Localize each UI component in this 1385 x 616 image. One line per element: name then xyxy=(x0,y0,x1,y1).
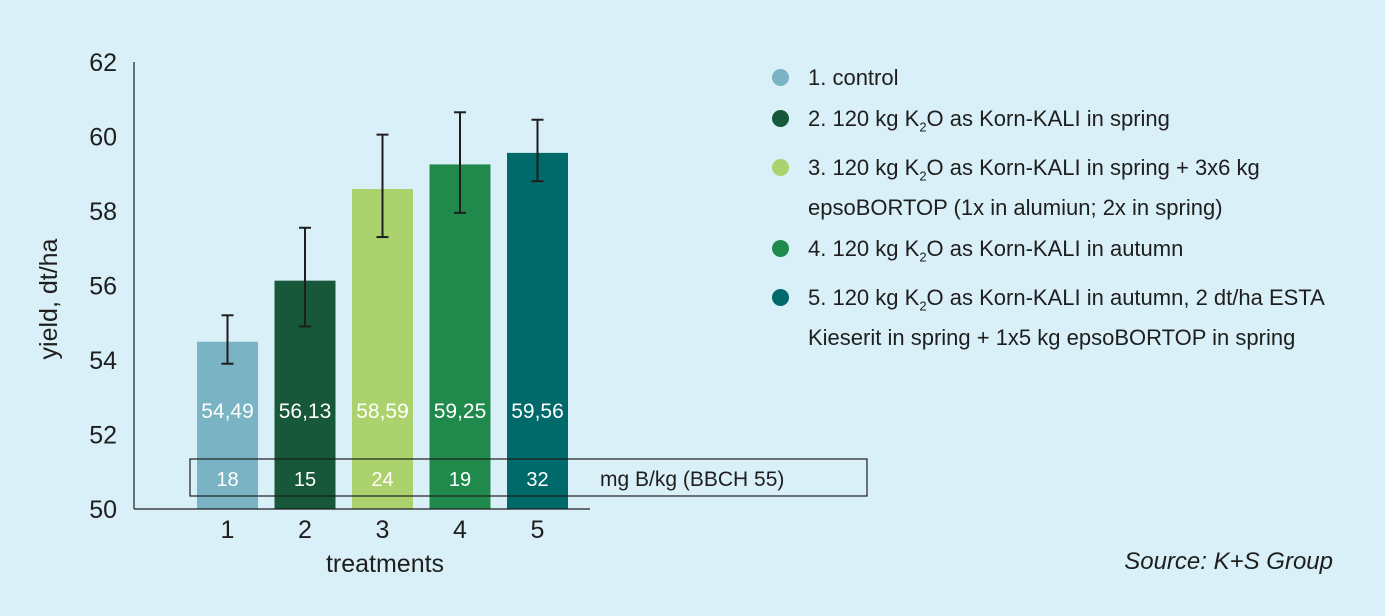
y-axis-title: yield, dt/ha xyxy=(35,238,63,359)
legend-label: 3. 120 kg K2O as Korn-KALI in spring + 3… xyxy=(808,155,1260,220)
legend-item: 5. 120 kg K2O as Korn-KALI in autumn, 2 … xyxy=(772,282,1372,352)
source-note: Source: K+S Group xyxy=(1124,548,1333,575)
bar-value-label: 59,56 xyxy=(511,400,564,423)
x-tick-label: 5 xyxy=(531,516,545,544)
boron-box xyxy=(189,458,868,497)
y-tick-label: 62 xyxy=(89,49,117,77)
y-tick-label: 60 xyxy=(89,124,117,152)
boron-value: 24 xyxy=(371,469,393,491)
error-bar xyxy=(299,226,311,328)
x-tick-label: 3 xyxy=(376,516,390,544)
boron-row: 18 15 24 19 32 mg B/kg (BBCH 55) xyxy=(189,458,868,497)
legend-swatch xyxy=(772,110,789,127)
legend-label: 4. 120 kg K2O as Korn-KALI in autumn xyxy=(808,235,1184,265)
legend-label: 1. control xyxy=(808,65,899,90)
legend-item: 3. 120 kg K2O as Korn-KALI in spring + 3… xyxy=(772,152,1372,222)
legend-swatch xyxy=(772,289,789,307)
y-tick-label: 56 xyxy=(89,273,117,301)
x-tick-label: 2 xyxy=(298,516,312,544)
bar-value-label: 59,25 xyxy=(434,400,487,423)
y-tick-label: 58 xyxy=(89,198,117,226)
boron-value: 18 xyxy=(216,469,238,491)
legend-label: 5. 120 kg K2O as Korn-KALI in autumn, 2 … xyxy=(808,285,1324,350)
boron-value: 32 xyxy=(526,469,548,491)
y-tick-label: 50 xyxy=(89,496,117,524)
legend-swatch xyxy=(772,69,789,86)
y-tick-label: 54 xyxy=(89,347,117,375)
legend-swatch xyxy=(772,239,789,257)
x-tick-label: 1 xyxy=(221,516,235,544)
boron-value: 19 xyxy=(449,469,471,491)
x-tick-label: 4 xyxy=(453,516,467,544)
y-axis: 50 52 54 56 58 60 62 xyxy=(89,49,135,524)
error-bar xyxy=(531,118,544,183)
legend: 1. control 2. 120 kg K2O as Korn-KALI in … xyxy=(772,62,1372,363)
legend-item: 1. control xyxy=(772,62,1372,93)
value-labels: 54,49 56,13 58,59 59,25 59,56 xyxy=(201,400,564,423)
legend-swatch xyxy=(772,159,789,177)
error-bar xyxy=(376,133,389,239)
y-tick-label: 52 xyxy=(89,422,117,450)
error-bar xyxy=(454,111,466,214)
legend-item: 2. 120 kg K2O as Korn-KALI in spring xyxy=(772,103,1372,142)
bar xyxy=(352,189,413,509)
bar-value-label: 56,13 xyxy=(279,400,332,423)
legend-label: 2. 120 kg K2O as Korn-KALI in spring xyxy=(808,106,1170,135)
bar xyxy=(429,164,491,509)
boron-value: 15 xyxy=(294,469,316,491)
x-axis-title: treatments xyxy=(326,550,444,578)
boron-unit-label: mg B/kg (BBCH 55) xyxy=(600,468,784,491)
legend-item: 4. 120 kg K2O as Korn-KALI in autumn xyxy=(772,233,1372,272)
bar xyxy=(507,152,568,509)
error-bar xyxy=(221,314,234,365)
bar-value-label: 54,49 xyxy=(201,400,254,423)
x-axis: 1 2 3 4 5 xyxy=(134,508,590,544)
error-bars xyxy=(221,111,544,365)
bar xyxy=(197,341,258,509)
bar-value-label: 58,59 xyxy=(356,400,409,423)
